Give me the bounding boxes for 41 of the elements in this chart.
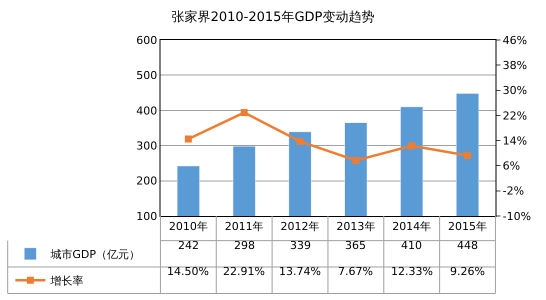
legend-label: 城市GDP（亿元）	[49, 248, 140, 262]
x-tick-label: 2012年	[280, 220, 320, 234]
legend-label: 增长率	[49, 274, 84, 288]
data-label: 14.50%	[167, 265, 209, 278]
data-label: 9.26%	[450, 265, 485, 278]
data-label: 7.67%	[338, 265, 373, 278]
y2-tick-label: -10%	[502, 210, 532, 223]
y2-tick-label: 46%	[502, 34, 528, 47]
data-label: 410	[401, 239, 422, 252]
data-label: 22.91%	[223, 265, 265, 278]
x-tick-label: 2010年	[168, 220, 208, 234]
x-tick-label: 2014年	[392, 220, 432, 234]
data-label: 13.74%	[279, 265, 321, 278]
y-tick-label: 100	[136, 210, 158, 223]
x-tick-label: 2013年	[336, 220, 376, 234]
point	[296, 138, 304, 145]
y2-tick-label: 30%	[502, 84, 528, 98]
data-label: 365	[345, 239, 366, 252]
point	[408, 142, 416, 150]
y2-tick-label: 6%	[502, 160, 520, 173]
data-label: 339	[290, 239, 311, 252]
y2-tick-label: 14%	[502, 134, 528, 148]
y2-tick-label: 22%	[502, 109, 528, 122]
chart-title: 张家界2010-2015年GDP变动趋势	[172, 9, 374, 26]
x-tick-label: 2011年	[224, 220, 264, 234]
data-label: 242	[178, 239, 199, 252]
point	[464, 152, 472, 159]
point	[240, 109, 248, 116]
x-tick-label: 2015年	[448, 220, 488, 234]
data-label: 298	[234, 239, 255, 252]
y-tick-label: 300	[136, 139, 158, 152]
y-tick-label: 400	[136, 104, 158, 118]
data-label: 448	[457, 239, 478, 252]
y-tick-label: 500	[136, 69, 158, 82]
point	[352, 156, 360, 164]
y-tick-label: 600	[136, 34, 158, 47]
y-tick-label: 200	[136, 174, 158, 188]
data-label: 12.33%	[391, 265, 433, 278]
y2-tick-label: -2%	[502, 184, 524, 198]
y2-tick-label: 38%	[502, 58, 528, 72]
point	[184, 136, 192, 142]
